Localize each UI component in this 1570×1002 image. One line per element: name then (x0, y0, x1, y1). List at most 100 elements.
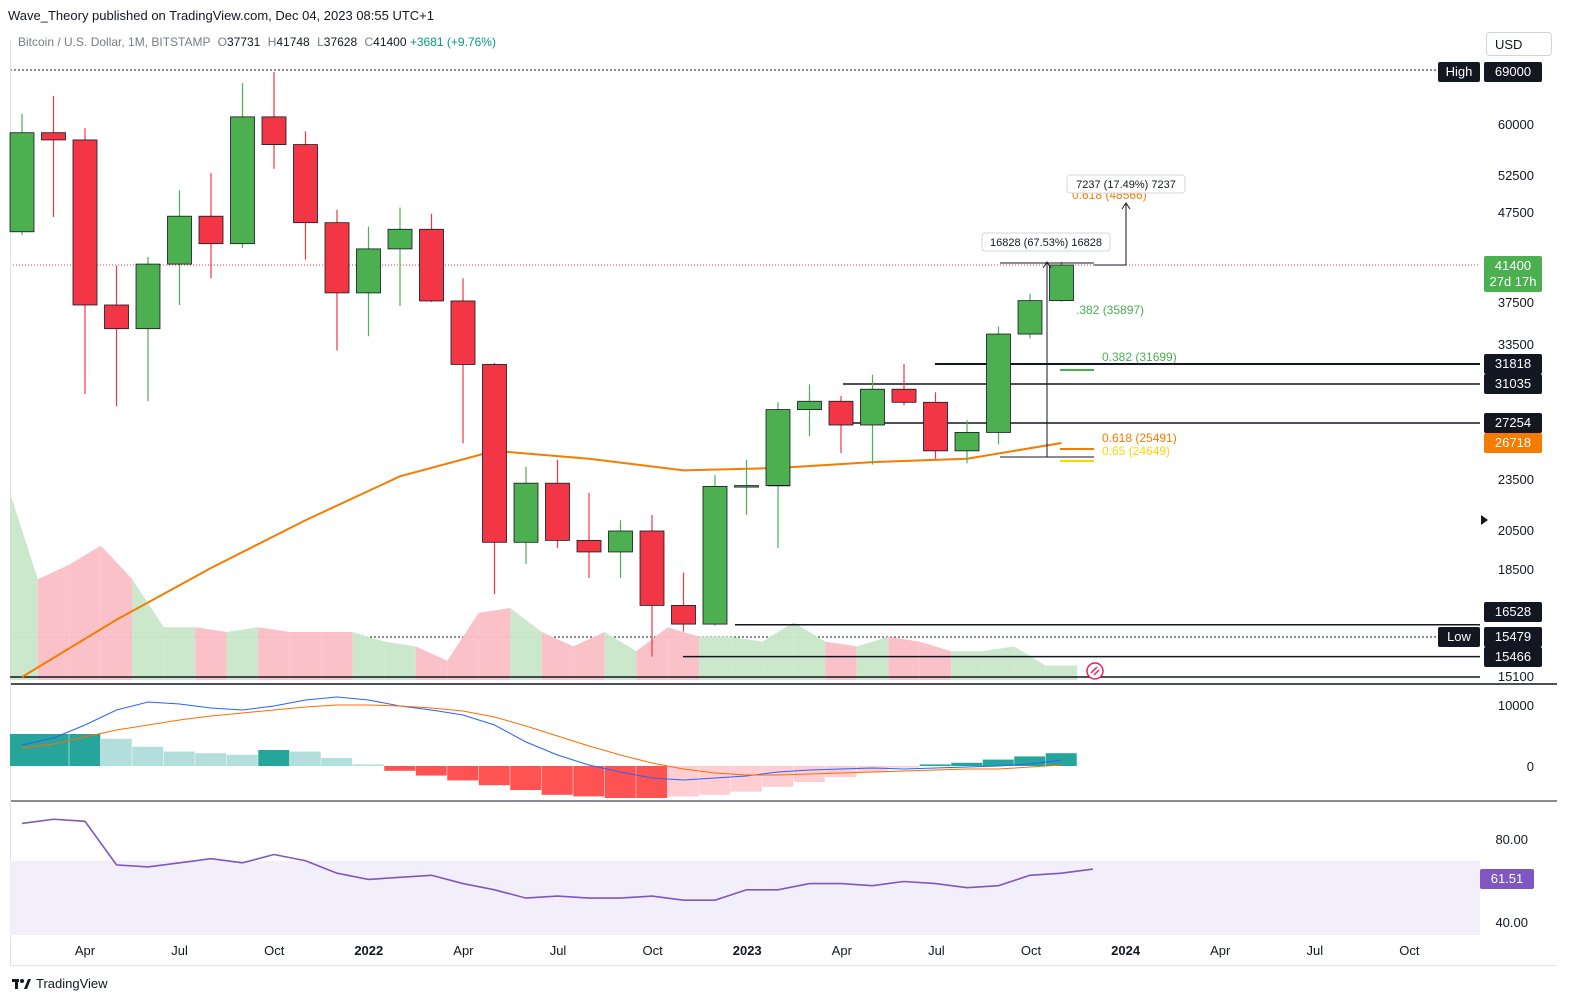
price-tick-label: 18500 (1498, 562, 1534, 577)
time-tick-label: Jul (1306, 943, 1323, 958)
volume-segment (793, 622, 826, 680)
volume-segment (415, 646, 448, 680)
price-label: 69000 (1495, 64, 1531, 79)
alert-icon-mark (1090, 666, 1100, 676)
price-label: 15479 (1495, 629, 1531, 644)
macd-histogram-bar (226, 754, 258, 766)
candle (9, 113, 35, 236)
price-tick-label: 52500 (1498, 168, 1534, 183)
time-tick-label: Oct (1399, 943, 1420, 958)
volume-segment (825, 641, 857, 680)
price-tick-label: 33500 (1498, 337, 1534, 352)
candle (482, 363, 507, 595)
price-label-countdown: 27d 17h (1490, 274, 1537, 289)
candle (450, 278, 476, 444)
candle (135, 256, 161, 402)
volume-segment (37, 564, 70, 680)
macd-histogram-bar (856, 766, 888, 773)
price-tick-label: 15100 (1498, 669, 1534, 684)
candle-body (135, 263, 161, 330)
candle-body (450, 300, 476, 365)
candle-body (261, 116, 287, 145)
time-axis: Apr Jul Oct 2022 Apr Jul Oct 2023 Apr Jul Oct 2024 A… (75, 943, 1420, 958)
candle (639, 514, 665, 657)
price-label-bg (1484, 627, 1542, 647)
price-axis: 60000 52500 47500 37500 33500 23500 20500 18500… (1438, 62, 1542, 684)
candle (1017, 293, 1043, 339)
macd-histogram-bar (415, 766, 447, 776)
rsi-line (21, 818, 1094, 901)
close-label: C (364, 35, 374, 49)
candle-body (324, 222, 350, 294)
ema-layer (21, 442, 1062, 678)
candle-body (167, 215, 192, 265)
volume-segment (951, 651, 983, 680)
candle-body (702, 486, 728, 625)
price-label-bg (1484, 256, 1542, 292)
candle-body (860, 388, 885, 426)
macd-histogram-bar (919, 764, 951, 766)
price-label: 15466 (1495, 649, 1531, 664)
currency-selector[interactable]: USD (1486, 32, 1552, 56)
volume-segment (699, 636, 731, 680)
candle-body (986, 333, 1011, 433)
price-label-bg (1484, 374, 1542, 394)
time-tick-label: Apr (453, 943, 474, 958)
fib-label: 0.382 (31699) (1102, 350, 1177, 364)
candle-body (608, 530, 633, 553)
macd-pane: 10000 0 (10, 696, 1534, 798)
close-value: 41400 (373, 35, 407, 49)
volume-segment (1014, 646, 1046, 680)
high-label: H (267, 35, 277, 49)
price-label: 16528 (1495, 604, 1531, 619)
candle-body (828, 400, 854, 426)
candle (419, 213, 444, 302)
price-label-bg (1484, 433, 1542, 453)
macd-histogram-bar (447, 766, 479, 781)
candle (608, 520, 633, 578)
candle-body (513, 482, 539, 543)
publisher-header: Wave_Theory published on TradingView.com… (8, 8, 434, 23)
price-label-bg (1484, 647, 1542, 667)
candle (72, 128, 98, 395)
rsi-pane: 80.00 40.00 61.51 (10, 818, 1534, 935)
candle-body (419, 228, 444, 302)
macd-histogram-bar (888, 766, 920, 768)
candle-body (734, 485, 759, 488)
low-label: L (317, 35, 324, 49)
volume-segment (352, 632, 385, 680)
volume-segment (573, 632, 605, 680)
candle (41, 95, 66, 218)
time-tick-label: Oct (1021, 943, 1042, 958)
candle-body (954, 432, 980, 452)
measure-box (1066, 174, 1186, 194)
macd-tick-label: 10000 (1498, 698, 1534, 713)
candle-body (797, 400, 822, 410)
macd-histogram-bar (163, 751, 195, 766)
candle-body (356, 248, 381, 294)
macd-histogram-bar (258, 750, 290, 766)
footer-brand: TradingView (36, 976, 108, 991)
candle-body (1017, 300, 1043, 335)
time-tick-label: Jul (550, 943, 567, 958)
price-tick-label: 47500 (1498, 205, 1534, 220)
price-tag-bg (1438, 627, 1480, 647)
candle-body (891, 388, 917, 403)
fib-label: 0.65 (24649) (1102, 444, 1170, 458)
candle-body (923, 401, 948, 452)
volume-segment (69, 545, 101, 680)
candle (765, 402, 791, 549)
volume-segment (730, 636, 763, 680)
volume-segment (888, 636, 920, 680)
macd-histogram-bar (195, 753, 227, 766)
volume-segment (384, 641, 416, 680)
macd-histogram-bar (762, 766, 794, 787)
macd-histogram-bar (636, 766, 668, 798)
candle (954, 420, 980, 464)
scroll-marker-icon (1481, 515, 1488, 525)
high-value: 41748 (276, 35, 310, 49)
candle-body (639, 530, 665, 606)
time-tick-label: Oct (264, 943, 285, 958)
open-label: O (217, 35, 227, 49)
